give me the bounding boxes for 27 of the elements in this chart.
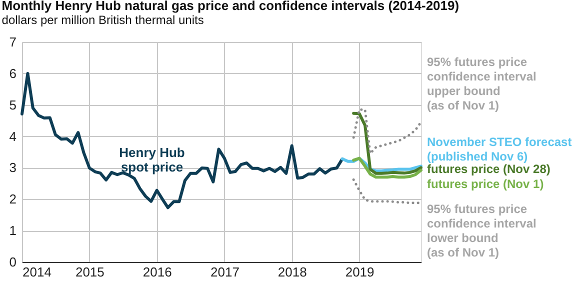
line-series (352, 108, 422, 155)
line-series (352, 156, 422, 179)
line-series (352, 112, 422, 175)
x-tick-label: 2015 (75, 264, 104, 280)
series-label: Henry Hub spot price (119, 145, 185, 174)
y-tick-label: 5 (9, 97, 16, 112)
chart-title: Monthly Henry Hub natural gas price and confidence intervals (2014-2019) (2, 0, 460, 13)
series-label: 95% futures price confidence interval lower bound (as of Nov 1) (427, 202, 536, 260)
y-tick-label: 6 (9, 66, 16, 81)
y-tick-label: 4 (9, 128, 16, 144)
y-tick-label: 1 (9, 223, 16, 238)
x-tick-label: 2016 (142, 264, 172, 280)
line-series (352, 178, 422, 204)
series-label: November STEO forecast (published Nov 6) (427, 135, 572, 164)
y-tick-label: 3 (9, 160, 16, 176)
chart-subtitle: dollars per million British thermal units (2, 13, 204, 27)
x-tick-label: 2018 (278, 264, 307, 280)
series-label: futures price (Nov 1) (427, 177, 544, 191)
x-tick-label: 2019 (345, 264, 374, 280)
line-series (20, 72, 344, 210)
series-label: futures price (Nov 28) (427, 162, 550, 176)
x-tick-label: 2017 (210, 264, 240, 280)
y-tick-label: 2 (9, 192, 16, 207)
x-tick-label: 2014 (22, 264, 52, 280)
series-label: 95% futures price confidence interval upper bound (as of Nov 1) (427, 55, 536, 112)
y-tick-label: 0 (9, 254, 16, 270)
y-tick-label: 7 (9, 34, 16, 50)
